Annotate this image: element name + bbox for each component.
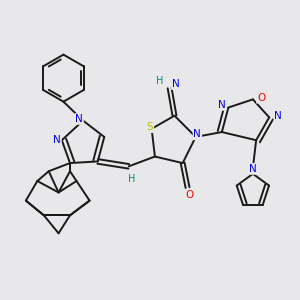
Text: N: N (249, 164, 257, 174)
Text: N: N (53, 135, 61, 145)
Text: S: S (147, 122, 153, 132)
Text: O: O (185, 190, 193, 200)
Text: H: H (156, 76, 164, 86)
Text: N: N (172, 79, 179, 89)
Text: N: N (218, 100, 226, 110)
Text: H: H (128, 174, 136, 184)
Text: N: N (75, 114, 83, 124)
Text: N: N (194, 129, 201, 139)
Text: O: O (257, 93, 265, 103)
Text: N: N (274, 111, 282, 122)
